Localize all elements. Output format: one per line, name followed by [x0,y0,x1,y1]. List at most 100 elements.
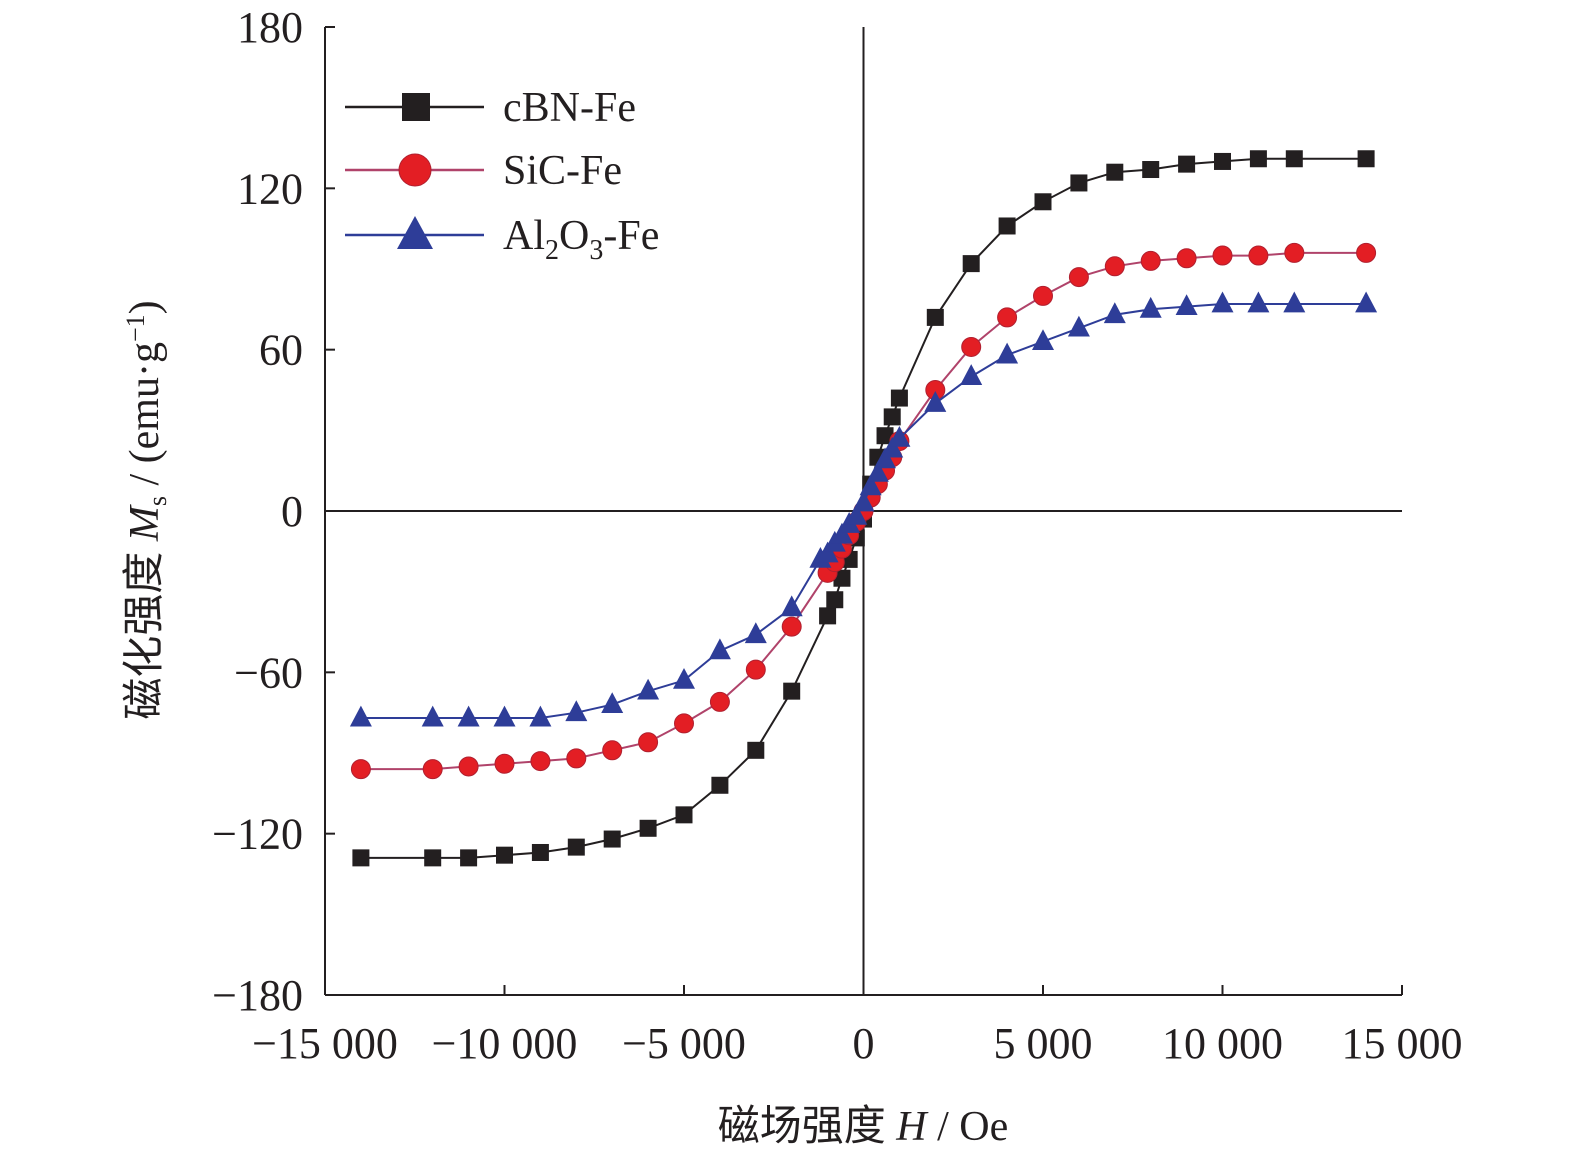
data-point-al2o3-fe [1139,296,1162,318]
x-tick-label: 0 [853,1019,875,1068]
data-point-al2o3-fe [830,522,853,544]
legend-label-part: O [559,213,589,259]
data-point-cbn-fe [1106,163,1124,181]
data-point-sic-fe [1356,242,1377,263]
legend-label-part: 2 [545,235,559,266]
data-point-cbn-fe [833,569,851,587]
y-axis-title: 磁化强度 Ms / (emu·g−1) [121,300,172,719]
y-tick-label: 60 [259,326,303,375]
data-point-al2o3-fe [637,678,660,700]
x-tick-label: −5 000 [622,1019,746,1068]
data-point-cbn-fe [826,591,844,609]
data-point-cbn-fe [424,849,442,867]
data-point-sic-fe [1176,248,1197,269]
x-tick-label: −10 000 [432,1019,578,1068]
data-point-al2o3-fe [529,705,552,727]
legend-label-part: Al [503,213,545,259]
legend-label-cbn-fe: cBN-Fe [503,85,636,131]
legend-item-al2o3-fe: Al2O3-Fe [345,213,659,266]
data-point-al2o3-fe [421,705,444,727]
data-point-sic-fe [530,751,551,772]
data-point-cbn-fe [883,408,901,426]
data-point-cbn-fe [639,819,657,837]
data-point-sic-fe [494,753,515,774]
data-point-cbn-fe [926,308,944,326]
legend-marker-sic-fe [398,153,432,187]
data-point-sic-fe [1140,250,1161,271]
data-point-sic-fe [1284,242,1305,263]
data-point-al2o3-fe [565,700,588,722]
data-point-al2o3-fe [673,668,695,689]
data-point-cbn-fe [1357,150,1375,168]
x-axis-title-part: H [895,1104,929,1150]
x-axis-title-part: / Oe [927,1104,1009,1150]
data-point-al2o3-fe [1032,329,1054,350]
data-point-sic-fe [1068,267,1089,288]
y-tick-label: 0 [281,487,303,536]
legend-marker-cbn-fe [402,93,430,121]
data-point-cbn-fe [876,427,894,445]
x-tick-label: 15 000 [1342,1019,1463,1068]
data-point-cbn-fe [998,217,1016,235]
data-point-al2o3-fe [1175,294,1198,316]
y-tick-label: −120 [212,810,303,859]
x-axis-title: 磁场强度 H / Oe [718,1104,1009,1150]
data-point-al2o3-fe [1211,291,1234,313]
data-point-cbn-fe [352,849,370,867]
data-point-cbn-fe [531,843,549,861]
y-axis-title-part: 磁化强度 [122,541,168,720]
data-point-cbn-fe [962,255,980,273]
data-point-al2o3-fe [960,364,983,385]
data-point-al2o3-fe [349,705,372,727]
data-point-cbn-fe [496,846,513,864]
data-point-sic-fe [1104,256,1125,277]
data-point-al2o3-fe [457,705,480,727]
data-point-al2o3-fe [816,541,839,563]
y-axis-title-part: −1 [121,314,150,342]
data-point-al2o3-fe [744,622,767,644]
legend-item-sic-fe: SiC-Fe [345,148,622,194]
data-point-cbn-fe [1285,150,1303,168]
legend-label-part: SiC-Fe [503,148,622,194]
data-point-sic-fe [422,759,443,780]
data-point-sic-fe [745,659,766,680]
data-point-al2o3-fe [708,638,731,660]
series-al2o3-fe [349,291,1378,727]
data-point-cbn-fe [1070,174,1088,192]
data-point-cbn-fe [460,849,478,867]
legend-label-part: cBN-Fe [503,85,636,131]
data-point-al2o3-fe [1355,291,1378,313]
data-point-al2o3-fe [852,490,875,512]
data-point-sic-fe [709,691,730,712]
data-point-al2o3-fe [493,705,516,727]
data-point-sic-fe [781,616,802,637]
data-point-al2o3-fe [1247,291,1270,313]
data-point-al2o3-fe [924,391,947,412]
data-point-cbn-fe [675,806,693,824]
y-axis-title-part: s [143,496,172,506]
data-point-al2o3-fe [780,595,803,617]
data-point-sic-fe [350,759,371,780]
data-point-cbn-fe [1178,155,1196,173]
data-point-sic-fe [674,713,694,734]
data-point-al2o3-fe [874,447,897,469]
data-point-al2o3-fe [1067,315,1090,337]
data-point-cbn-fe [819,607,837,625]
y-tick-label: 120 [237,164,303,213]
y-tick-label: −60 [234,648,303,697]
data-point-al2o3-fe [888,426,911,447]
data-point-al2o3-fe [996,342,1019,364]
y-tick-label: 180 [237,3,303,52]
x-tick-label: −15 000 [252,1019,398,1068]
data-point-cbn-fe [1034,193,1052,211]
data-point-al2o3-fe [601,692,624,713]
data-point-al2o3-fe [1283,291,1306,313]
data-point-al2o3-fe [881,436,904,458]
data-point-cbn-fe [603,830,621,848]
data-point-sic-fe [1248,245,1269,266]
data-point-sic-fe [566,748,587,769]
data-point-sic-fe [602,740,623,761]
legend-label-al2o3-fe: Al2O3-Fe [503,213,659,266]
data-point-sic-fe [458,756,479,777]
